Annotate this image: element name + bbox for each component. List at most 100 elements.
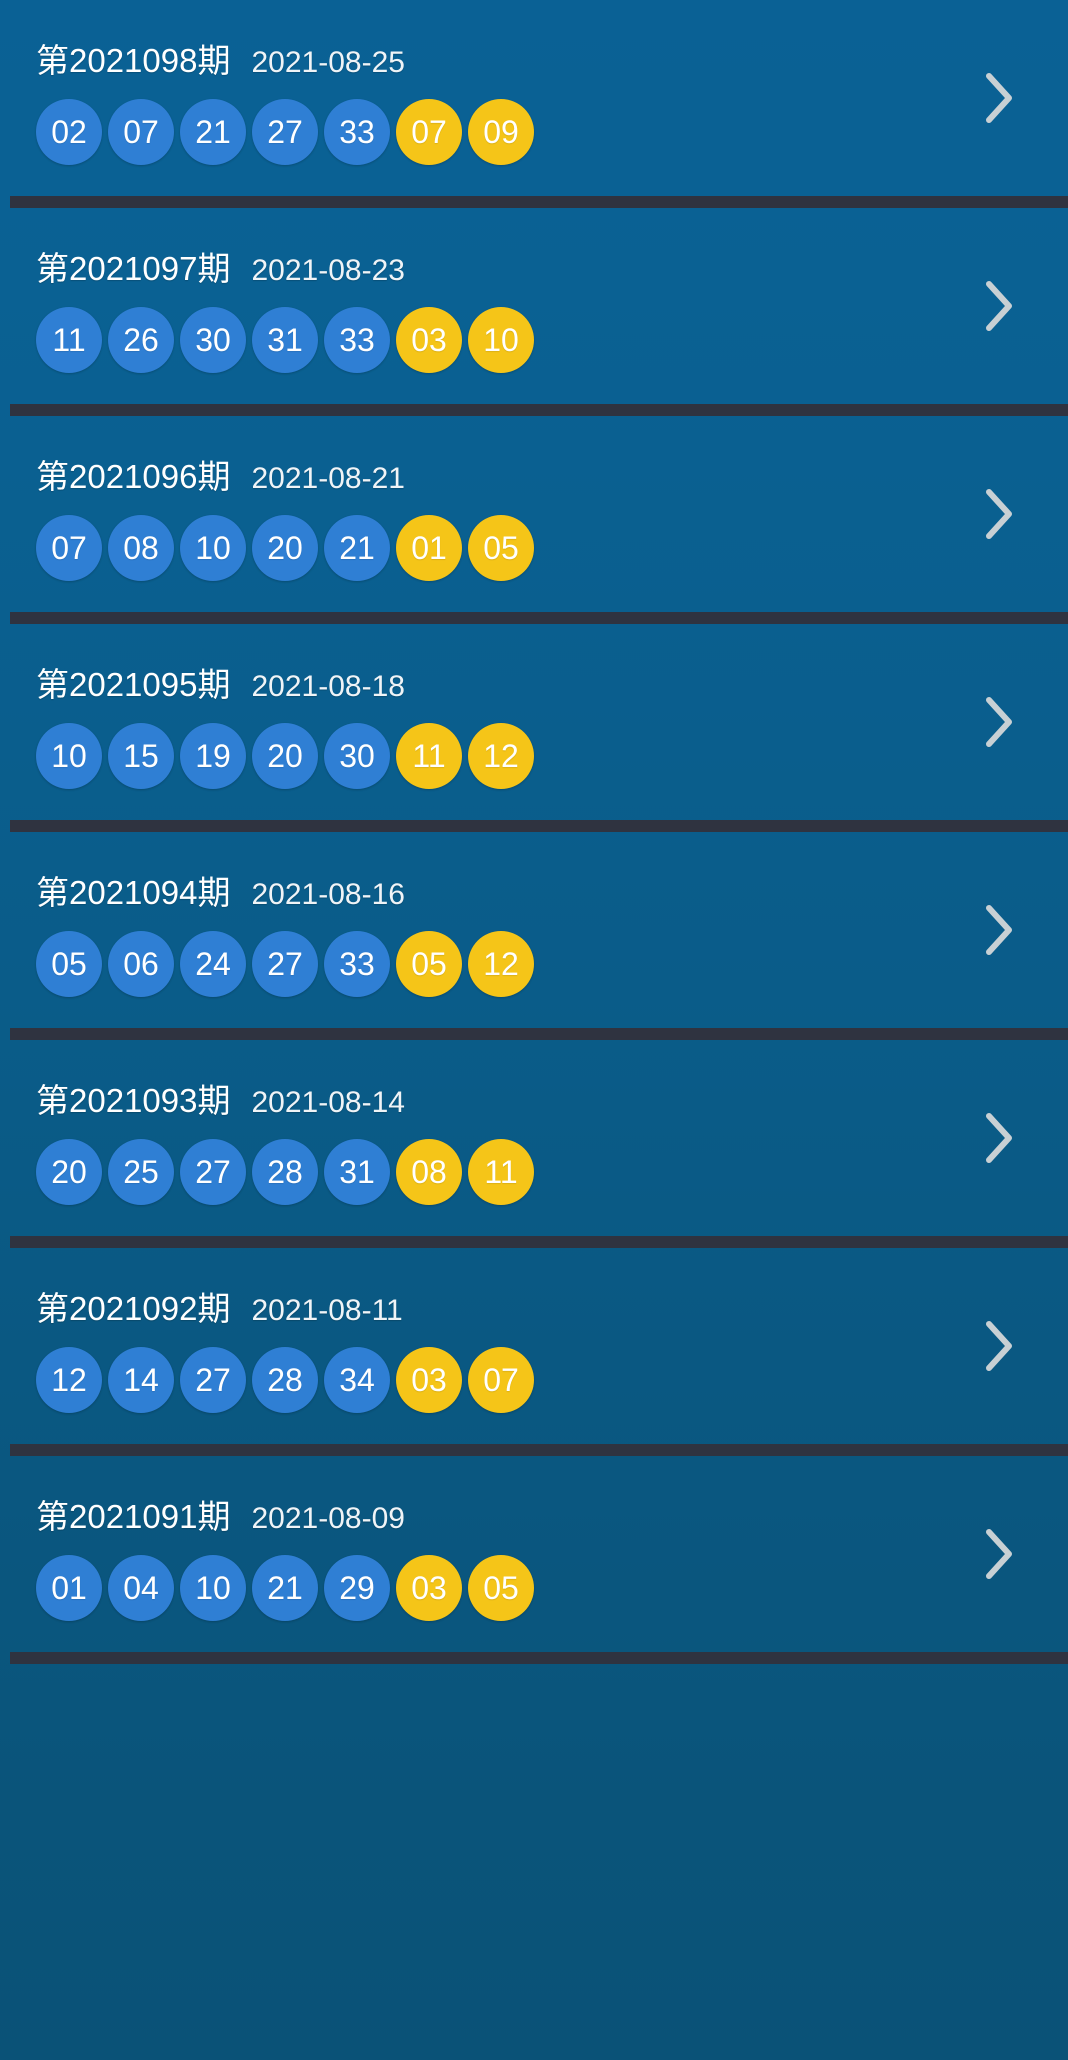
blue-ball: 05 [468,515,534,581]
red-ball: 28 [252,1139,318,1205]
red-ball: 01 [36,1555,102,1621]
draw-date: 2021-08-21 [251,462,405,495]
draw-date: 2021-08-25 [251,46,405,79]
draw-balls: 10 15 19 20 30 11 12 [36,722,1068,790]
red-ball: 31 [252,307,318,373]
chevron-right-icon[interactable] [984,72,1014,124]
draw-row-body[interactable]: 第2021097期 2021-08-23 11 26 30 31 33 03 10 [0,208,1068,404]
red-ball: 05 [36,931,102,997]
draw-balls: 20 25 27 28 31 08 11 [36,1138,1068,1206]
red-ball: 07 [36,515,102,581]
draw-history-list: 第2021098期 2021-08-25 02 07 21 27 33 07 09 第202109… [0,0,1068,1664]
draw-issue-number: 第2021093期 [36,1082,231,1119]
chevron-right-icon[interactable] [984,280,1014,332]
blue-ball: 03 [396,307,462,373]
draw-date: 2021-08-16 [251,878,405,911]
chevron-right-icon[interactable] [984,696,1014,748]
red-ball: 27 [252,99,318,165]
red-ball: 33 [324,307,390,373]
draw-date: 2021-08-14 [251,1086,405,1119]
draw-header: 第2021092期 2021-08-11 [36,1248,1068,1326]
red-ball: 08 [108,515,174,581]
red-ball: 34 [324,1347,390,1413]
red-ball: 07 [108,99,174,165]
draw-date: 2021-08-11 [251,1294,403,1327]
row-separator [10,612,1068,624]
draw-issue-number: 第2021094期 [36,874,231,911]
red-ball: 25 [108,1139,174,1205]
draw-row[interactable]: 第2021093期 2021-08-14 20 25 27 28 31 08 11 [0,1040,1068,1248]
red-ball: 20 [36,1139,102,1205]
draw-issue-number: 第2021092期 [36,1290,231,1327]
red-ball: 06 [108,931,174,997]
draw-date: 2021-08-18 [251,670,405,703]
draw-header: 第2021096期 2021-08-21 [36,416,1068,494]
red-ball: 14 [108,1347,174,1413]
blue-ball: 03 [396,1555,462,1621]
red-ball: 33 [324,931,390,997]
red-ball: 29 [324,1555,390,1621]
red-ball: 30 [324,723,390,789]
draw-issue-number: 第2021096期 [36,458,231,495]
draw-issue-number: 第2021091期 [36,1498,231,1535]
blue-ball: 08 [396,1139,462,1205]
chevron-right-icon[interactable] [984,1320,1014,1372]
red-ball: 31 [324,1139,390,1205]
red-ball: 04 [108,1555,174,1621]
draw-row-body[interactable]: 第2021093期 2021-08-14 20 25 27 28 31 08 11 [0,1040,1068,1236]
draw-balls: 01 04 10 21 29 03 05 [36,1554,1068,1622]
red-ball: 27 [252,931,318,997]
draw-balls: 07 08 10 20 21 01 05 [36,514,1068,582]
red-ball: 10 [36,723,102,789]
draw-row-body[interactable]: 第2021096期 2021-08-21 07 08 10 20 21 01 05 [0,416,1068,612]
draw-row[interactable]: 第2021097期 2021-08-23 11 26 30 31 33 03 10 [0,208,1068,416]
red-ball: 10 [180,515,246,581]
draw-row-body[interactable]: 第2021094期 2021-08-16 05 06 24 27 33 05 12 [0,832,1068,1028]
draw-date: 2021-08-09 [251,1502,405,1535]
draw-balls: 12 14 27 28 34 03 07 [36,1346,1068,1414]
row-separator [10,404,1068,416]
chevron-right-icon[interactable] [984,1528,1014,1580]
draw-balls: 11 26 30 31 33 03 10 [36,306,1068,374]
draw-issue-number: 第2021095期 [36,666,231,703]
draw-row-body[interactable]: 第2021092期 2021-08-11 12 14 27 28 34 03 07 [0,1248,1068,1444]
draw-row[interactable]: 第2021092期 2021-08-11 12 14 27 28 34 03 07 [0,1248,1068,1456]
blue-ball: 12 [468,931,534,997]
draw-row[interactable]: 第2021095期 2021-08-18 10 15 19 20 30 11 12 [0,624,1068,832]
draw-row-body[interactable]: 第2021098期 2021-08-25 02 07 21 27 33 07 09 [0,0,1068,196]
red-ball: 33 [324,99,390,165]
blue-ball: 01 [396,515,462,581]
chevron-right-icon[interactable] [984,488,1014,540]
draw-row-body[interactable]: 第2021091期 2021-08-09 01 04 10 21 29 03 05 [0,1456,1068,1652]
blue-ball: 10 [468,307,534,373]
row-separator [10,1028,1068,1040]
blue-ball: 11 [396,723,462,789]
red-ball: 27 [180,1347,246,1413]
draw-row-body[interactable]: 第2021095期 2021-08-18 10 15 19 20 30 11 12 [0,624,1068,820]
draw-row[interactable]: 第2021098期 2021-08-25 02 07 21 27 33 07 09 [0,0,1068,208]
red-ball: 21 [252,1555,318,1621]
draw-row[interactable]: 第2021096期 2021-08-21 07 08 10 20 21 01 05 [0,416,1068,624]
blue-ball: 07 [468,1347,534,1413]
draw-row[interactable]: 第2021094期 2021-08-16 05 06 24 27 33 05 12 [0,832,1068,1040]
draw-header: 第2021093期 2021-08-14 [36,1040,1068,1118]
row-separator [10,196,1068,208]
draw-balls: 02 07 21 27 33 07 09 [36,98,1068,166]
chevron-right-icon[interactable] [984,1112,1014,1164]
draw-row[interactable]: 第2021091期 2021-08-09 01 04 10 21 29 03 05 [0,1456,1068,1664]
blue-ball: 05 [396,931,462,997]
row-separator [10,1652,1068,1664]
chevron-right-icon[interactable] [984,904,1014,956]
red-ball: 26 [108,307,174,373]
blue-ball: 11 [468,1139,534,1205]
blue-ball: 03 [396,1347,462,1413]
draw-header: 第2021098期 2021-08-25 [36,0,1068,78]
red-ball: 10 [180,1555,246,1621]
draw-header: 第2021094期 2021-08-16 [36,832,1068,910]
row-separator [10,1444,1068,1456]
red-ball: 02 [36,99,102,165]
draw-date: 2021-08-23 [251,254,405,287]
draw-issue-number: 第2021098期 [36,42,231,79]
red-ball: 20 [252,723,318,789]
